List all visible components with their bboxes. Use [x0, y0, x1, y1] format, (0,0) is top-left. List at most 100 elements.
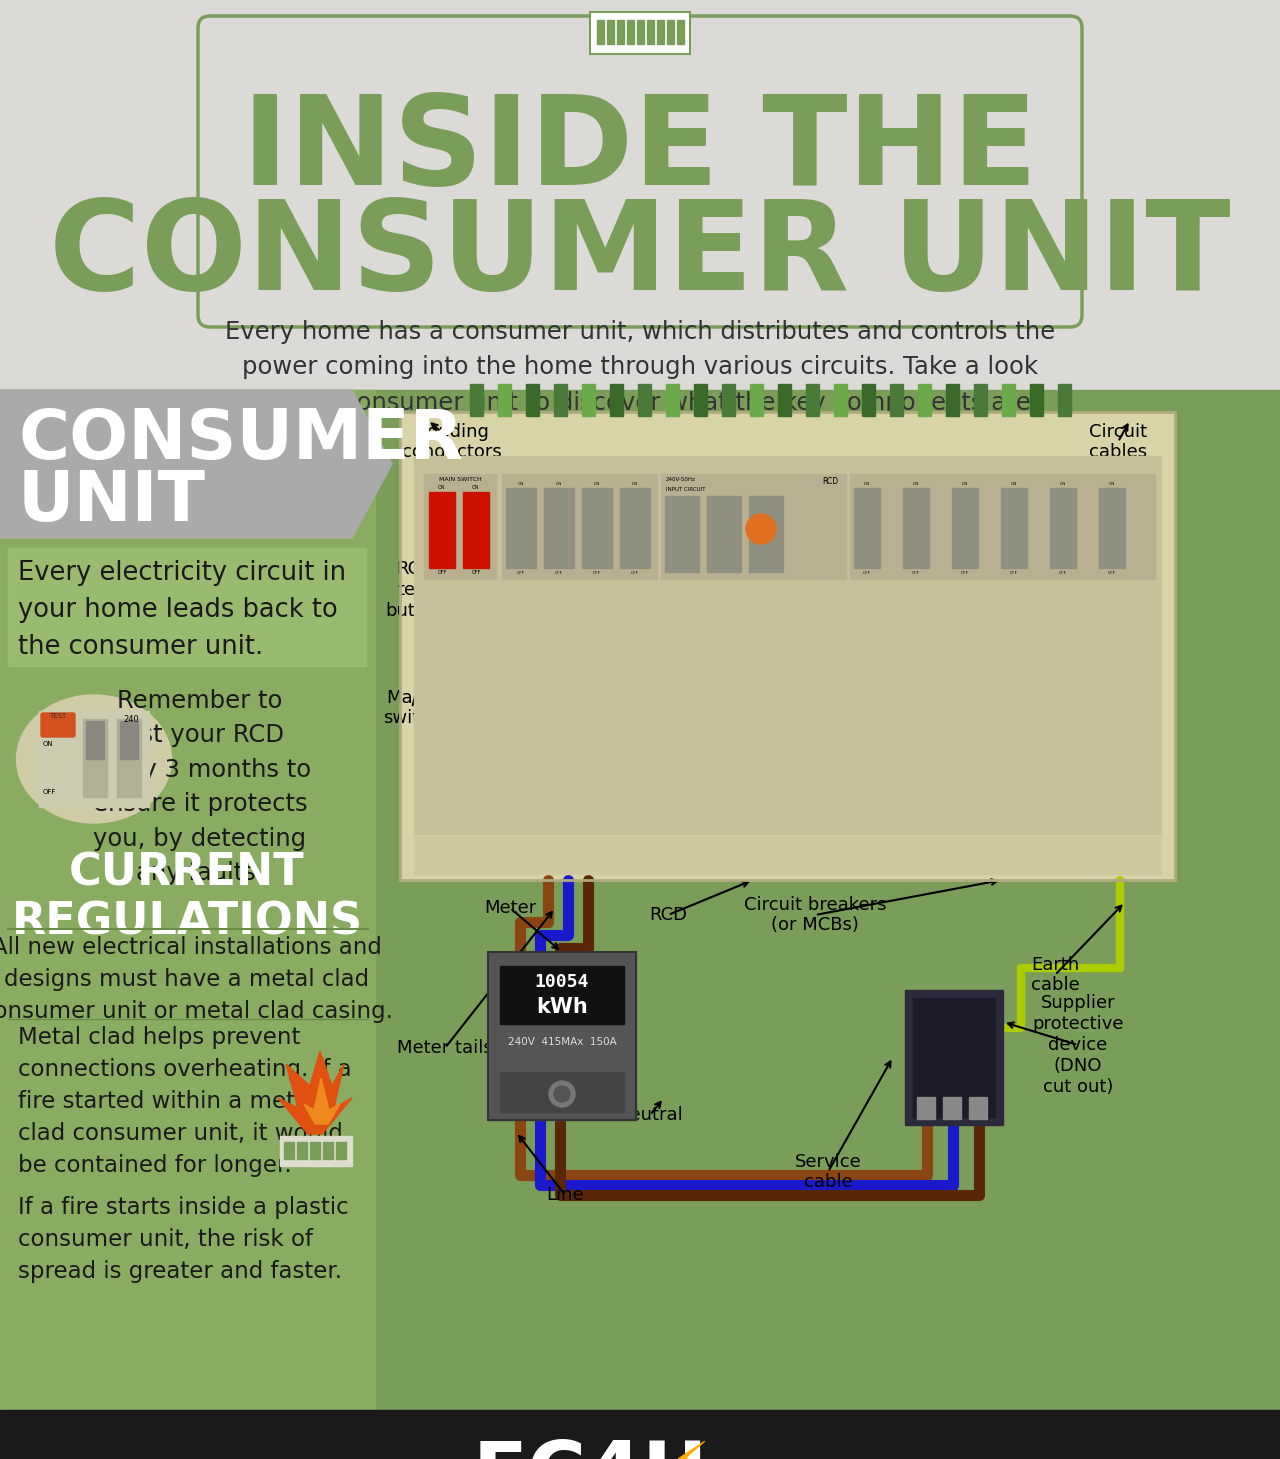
Text: Every electricity circuit in
your home leads back to
the consumer unit.: Every electricity circuit in your home l…: [18, 560, 346, 659]
Text: INSIDE THE: INSIDE THE: [242, 90, 1038, 212]
Text: MAIN SWITCH: MAIN SWITCH: [439, 477, 481, 481]
Bar: [429, 492, 454, 568]
Bar: [974, 384, 987, 416]
Text: Service
cable: Service cable: [795, 1153, 861, 1192]
Bar: [861, 384, 876, 416]
Bar: [749, 496, 783, 572]
Circle shape: [746, 514, 776, 544]
Bar: [620, 487, 650, 568]
Bar: [1100, 487, 1125, 568]
Bar: [470, 384, 483, 416]
Bar: [854, 487, 881, 568]
Bar: [750, 384, 763, 416]
Text: INPUT CIRCUIT: INPUT CIRCUIT: [666, 487, 705, 492]
Bar: [952, 487, 978, 568]
Text: CONSUMER: CONSUMER: [18, 406, 463, 473]
Bar: [582, 384, 595, 416]
Bar: [667, 20, 675, 44]
Bar: [657, 20, 664, 44]
Bar: [116, 719, 141, 797]
Bar: [413, 836, 1161, 874]
Text: TEST: TEST: [50, 713, 67, 719]
Bar: [0, 390, 375, 1409]
Bar: [637, 20, 644, 44]
Text: OFF: OFF: [471, 570, 480, 575]
Text: Meter tails: Meter tails: [397, 1039, 493, 1056]
Bar: [335, 1142, 346, 1158]
Bar: [916, 1097, 934, 1119]
Text: OFF: OFF: [961, 570, 969, 575]
Polygon shape: [278, 1050, 352, 1134]
Bar: [38, 711, 148, 807]
FancyBboxPatch shape: [198, 16, 1082, 327]
Text: CURRENT
REGULATIONS: CURRENT REGULATIONS: [12, 851, 362, 944]
Circle shape: [554, 1085, 570, 1102]
Bar: [969, 1097, 987, 1119]
Bar: [611, 384, 623, 416]
Text: 240V  415MAx  150A: 240V 415MAx 150A: [508, 1037, 617, 1048]
Bar: [399, 411, 1175, 880]
Text: Earth
cable: Earth cable: [1030, 956, 1079, 995]
Text: 63A 30mA: 63A 30mA: [666, 498, 695, 502]
Bar: [850, 474, 1155, 579]
Bar: [280, 1137, 352, 1166]
Bar: [0, 390, 1280, 1409]
Bar: [913, 998, 995, 1118]
Text: ON: ON: [518, 481, 524, 486]
Bar: [694, 384, 707, 416]
Bar: [666, 384, 678, 416]
Bar: [707, 496, 741, 572]
Bar: [943, 1097, 961, 1119]
Text: RCD: RCD: [822, 477, 838, 486]
Bar: [544, 487, 573, 568]
Text: Remember to
test your RCD
every 3 months to
ensure it protects
you, by detecting: Remember to test your RCD every 3 months…: [88, 689, 311, 886]
Text: ON: ON: [913, 481, 919, 486]
Text: 240V-50Hz: 240V-50Hz: [666, 477, 696, 481]
Bar: [890, 384, 902, 416]
Ellipse shape: [17, 694, 172, 823]
FancyBboxPatch shape: [41, 713, 76, 737]
Text: CONSUMER UNIT: CONSUMER UNIT: [49, 196, 1231, 317]
Bar: [500, 1072, 625, 1112]
Bar: [0, 1409, 1280, 1459]
Text: Line: Line: [547, 1186, 584, 1204]
Text: Circuit breakers
(or MCBs): Circuit breakers (or MCBs): [744, 896, 886, 934]
Bar: [488, 953, 636, 1121]
Text: Meter: Meter: [484, 899, 536, 918]
Text: OFF: OFF: [631, 570, 639, 575]
Bar: [120, 721, 138, 759]
Bar: [500, 966, 625, 1024]
Bar: [488, 953, 636, 1121]
Bar: [310, 1142, 320, 1158]
Text: Metal clad helps prevent
connections overheating. If a
fire started within a met: Metal clad helps prevent connections ove…: [18, 1026, 352, 1177]
Bar: [835, 384, 847, 416]
Bar: [83, 719, 108, 797]
Polygon shape: [0, 390, 392, 538]
Text: ON: ON: [472, 484, 480, 490]
Text: OFF: OFF: [1059, 570, 1068, 575]
Bar: [1050, 487, 1076, 568]
FancyBboxPatch shape: [590, 12, 690, 54]
Text: Bonding
conductors: Bonding conductors: [402, 423, 502, 461]
Text: ON: ON: [1108, 481, 1115, 486]
Text: ON: ON: [44, 741, 54, 747]
Text: Neutral: Neutral: [617, 1106, 684, 1123]
Text: kWh: kWh: [536, 996, 588, 1017]
Text: If a fire starts inside a plastic
consumer unit, the risk of
spread is greater a: If a fire starts inside a plastic consum…: [18, 1196, 348, 1282]
Bar: [526, 384, 539, 416]
Text: ON: ON: [961, 481, 968, 486]
Bar: [297, 1142, 307, 1158]
Bar: [323, 1142, 333, 1158]
Bar: [646, 20, 654, 44]
Text: RCD
test
button: RCD test button: [385, 560, 444, 620]
Bar: [596, 20, 604, 44]
Polygon shape: [305, 1078, 340, 1123]
Text: Circuit
cables: Circuit cables: [1089, 423, 1147, 461]
Text: RCD: RCD: [649, 906, 687, 924]
Text: OFF: OFF: [863, 570, 870, 575]
Bar: [722, 384, 735, 416]
Bar: [677, 20, 684, 44]
Bar: [498, 384, 511, 416]
Text: OFF: OFF: [911, 570, 920, 575]
Text: OFF: OFF: [556, 570, 563, 575]
